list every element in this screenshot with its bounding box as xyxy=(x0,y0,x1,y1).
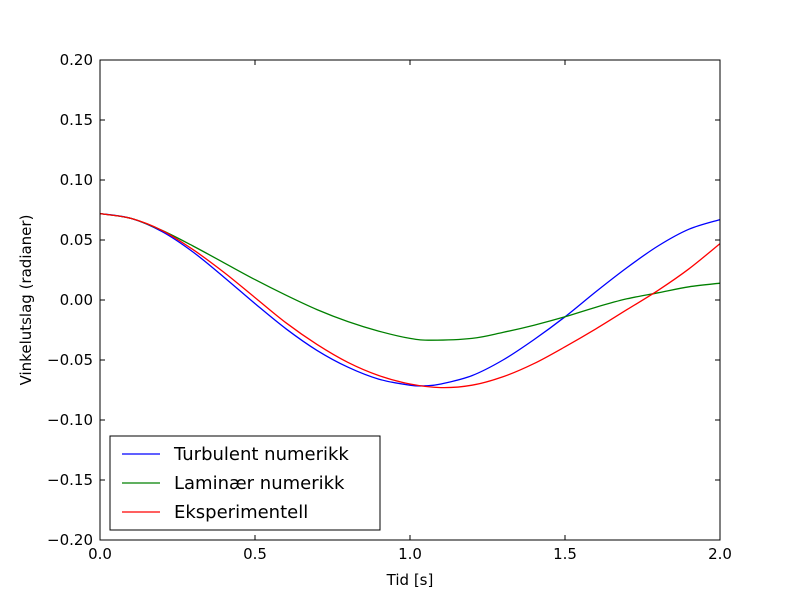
legend-label-2: Laminær numerikk xyxy=(174,473,345,494)
legend-label-1: Turbulent numerikk xyxy=(173,444,349,465)
y-tick-label: −0.10 xyxy=(47,411,93,429)
series-line-3 xyxy=(99,212,721,389)
x-axis-label: Tid [s] xyxy=(386,571,434,589)
y-tick-label: 0.20 xyxy=(60,51,93,69)
legend-label-3: Eksperimentell xyxy=(174,502,308,523)
x-tick-label: 0.5 xyxy=(243,545,267,563)
y-tick-label: 0.10 xyxy=(60,171,93,189)
legend: Turbulent numerikk Laminær numerikk Eksper… xyxy=(109,435,381,531)
y-tick-label: 0.00 xyxy=(60,291,93,309)
x-tick-label: 0.0 xyxy=(88,545,112,563)
ticks-layer: 0.0 0.5 1.0 1.5 2.0 0.20 0.15 0.10 0.05 0.00 −0.05… xyxy=(47,51,732,563)
y-axis-label: Vinkelutslag (radianer) xyxy=(17,215,35,386)
x-tick-label: 2.0 xyxy=(708,545,732,563)
y-tick-label: −0.05 xyxy=(47,351,93,369)
y-tick-label: −0.20 xyxy=(47,531,93,549)
series-layer xyxy=(99,212,721,389)
y-tick-label: 0.05 xyxy=(60,231,93,249)
x-tick-label: 1.5 xyxy=(553,545,577,563)
y-tick-label: −0.15 xyxy=(47,471,93,489)
series-line-2 xyxy=(99,212,721,341)
x-tick-label: 1.0 xyxy=(398,545,422,563)
y-tick-label: 0.15 xyxy=(60,111,93,129)
